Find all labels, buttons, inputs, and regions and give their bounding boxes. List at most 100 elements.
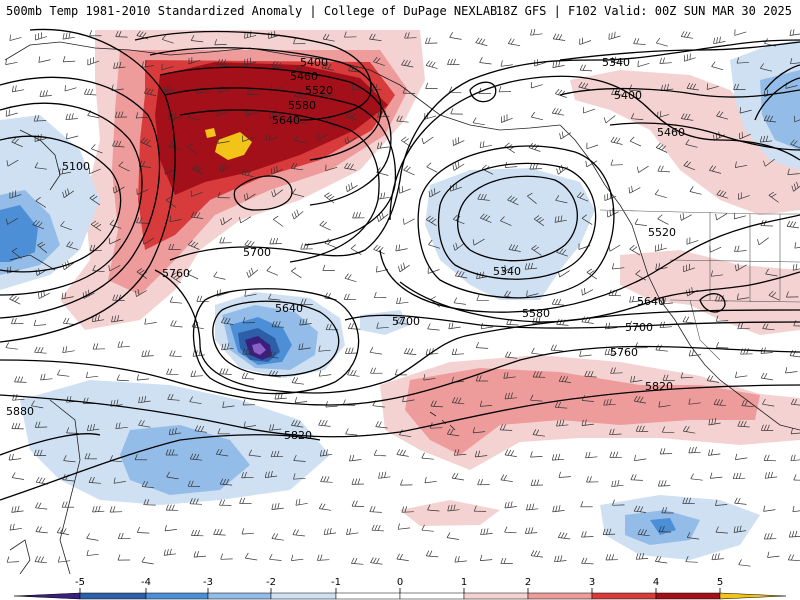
wind-barb — [34, 167, 47, 170]
wind-barb-feather — [530, 394, 534, 401]
wind-barb-feather — [370, 557, 374, 563]
wind-barb-feather — [716, 110, 721, 117]
wind-barb-feather — [658, 344, 662, 351]
wind-barb-feather — [451, 397, 456, 403]
wind-barb — [34, 138, 47, 142]
wind-barb-feather — [303, 298, 307, 305]
wind-barb-feather — [787, 168, 790, 175]
wind-barb-feather — [95, 343, 99, 350]
wind-barb-feather — [244, 32, 246, 39]
wind-barb-feather — [763, 160, 766, 167]
wind-barb-feather — [217, 191, 221, 198]
wind-barb-feather — [351, 478, 355, 485]
wind-barb-feather — [529, 503, 532, 510]
wind-barb — [86, 553, 99, 557]
wind-barb — [634, 458, 647, 462]
wind-barb-feather — [318, 345, 321, 352]
wind-barb-feather — [732, 472, 736, 479]
wind-barb-feather — [86, 549, 89, 556]
wind-barb-feather — [36, 449, 40, 456]
wind-barb-feather — [11, 137, 17, 143]
wind-barb — [716, 115, 729, 120]
wind-barb-feather — [64, 501, 68, 508]
wind-barb-feather — [612, 208, 614, 215]
wind-barb-feather — [686, 532, 691, 538]
wind-barb — [629, 89, 642, 92]
wind-barb — [715, 531, 728, 534]
contour-labels: 5400 5460 5520 5580 5640 5100 5340 5400 … — [6, 56, 685, 442]
wind-barb-feather — [477, 450, 481, 457]
wind-barb-feather — [637, 60, 639, 67]
wind-barb-feather — [766, 115, 771, 122]
wind-barb-feather — [581, 214, 587, 219]
wind-barb-feather — [64, 85, 66, 92]
wind-barb-feather — [115, 140, 119, 147]
wind-barb-feather — [171, 428, 174, 435]
wind-barb — [241, 532, 255, 535]
wind-barb-feather — [586, 476, 589, 483]
wind-barb-feather — [611, 263, 615, 270]
wind-barb-feather — [396, 115, 400, 122]
wind-barb — [352, 505, 365, 507]
wind-barb-feather — [431, 61, 436, 68]
wind-barb — [118, 165, 130, 172]
wind-barb-feather — [319, 450, 322, 457]
wind-barb — [609, 433, 622, 436]
wind-barb-feather — [504, 449, 509, 456]
wind-barb-feather — [633, 395, 638, 402]
wind-barb-feather — [113, 62, 116, 69]
wind-barb-feather — [658, 401, 661, 408]
wind-barb-feather — [396, 317, 400, 323]
wind-barb — [136, 222, 149, 224]
wind-barb — [219, 373, 232, 375]
wind-barb-feather — [220, 219, 223, 226]
wind-barb-feather — [354, 500, 358, 507]
wind-barb-feather — [473, 505, 477, 512]
wind-barb-feather — [345, 111, 350, 118]
wind-barb-feather — [688, 350, 691, 357]
wind-barb-feather — [248, 269, 252, 276]
wind-barb-feather — [89, 88, 94, 95]
wind-barb-feather — [244, 239, 249, 246]
wind-barb-feather — [347, 274, 352, 280]
wind-barb — [793, 268, 800, 271]
wind-barb-feather — [115, 422, 118, 429]
wind-barb — [735, 457, 748, 460]
wind-barb-feather — [524, 527, 528, 534]
wind-barb-feather — [527, 527, 531, 534]
wind-barb — [11, 251, 22, 259]
wind-barb-feather — [377, 111, 380, 118]
wind-barb-feather — [188, 240, 193, 246]
wind-barb-feather — [793, 474, 797, 481]
wind-barb — [734, 502, 747, 505]
wind-barb-feather — [454, 270, 459, 277]
wind-barb-feather — [617, 480, 620, 487]
wind-barb-feather — [452, 244, 456, 251]
wind-barb-feather — [770, 471, 773, 478]
wind-barb-feather — [588, 451, 591, 458]
wind-barb — [57, 374, 70, 377]
wind-barb-feather — [610, 159, 614, 166]
wind-barb-feather — [322, 33, 327, 40]
wind-barb-feather — [530, 527, 534, 534]
wind-barb-feather — [305, 318, 308, 325]
wind-barb-feather — [293, 38, 296, 44]
wind-barb-feather — [241, 169, 246, 175]
wind-barb-feather — [63, 455, 67, 461]
wind-barb — [37, 244, 48, 254]
wind-barb-feather — [760, 63, 764, 69]
wind-barb-feather — [636, 505, 641, 512]
wind-barb-feather — [90, 220, 97, 225]
wind-barb-feather — [579, 350, 582, 357]
wind-barb — [634, 510, 647, 513]
wind-barb — [685, 144, 698, 148]
wind-barb-feather — [31, 400, 35, 406]
wind-barb — [377, 146, 390, 149]
wind-barb-feather — [324, 420, 328, 426]
wind-barb-feather — [453, 504, 456, 511]
wind-barb-feather — [560, 555, 563, 562]
wind-barb-feather — [321, 89, 324, 96]
wind-barb-feather — [633, 375, 636, 382]
wind-barb — [715, 504, 728, 506]
wind-barb-feather — [294, 420, 298, 426]
